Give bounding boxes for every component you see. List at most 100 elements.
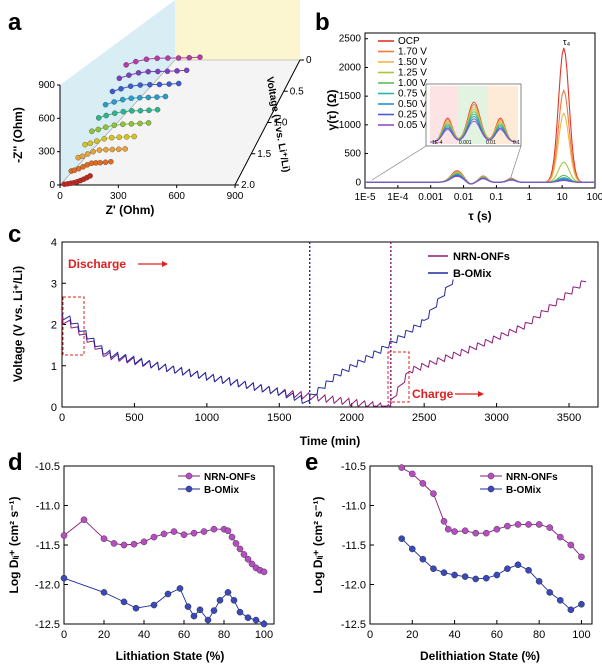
d-xlabel: Lithiation State (%) [116, 649, 225, 663]
b-ytick-label: 1000 [339, 120, 362, 131]
e-legend-label: NRN-ONFs [506, 472, 558, 483]
e-point [525, 521, 532, 528]
a-point [175, 55, 182, 61]
d-point [100, 589, 108, 596]
d-ytick-label: -12.0 [35, 580, 60, 592]
c-frame [61, 241, 599, 408]
a-point [128, 95, 134, 102]
panel-b-drt: 1E-5 1E-4 0.001 0.01 0.1 1 10 100 0 500 1000 1500 2… [325, 32, 602, 223]
b-inset-curve [429, 101, 519, 143]
b-inset-curve [429, 108, 519, 143]
a-point [108, 158, 114, 165]
a-ytick-label: 900 [38, 80, 55, 91]
e-legend-marker [487, 472, 495, 480]
e-point [493, 571, 501, 579]
c-ytick-label: 3 [51, 278, 57, 290]
e-series-line [401, 538, 582, 611]
panel-c-voltage-profile: 0 500 1000 1500 2000 2500 3000 3500 0 1 2 3 4 NRN-O… [11, 237, 599, 448]
d-point [228, 533, 236, 541]
panel-e-diffusion-delithiation: 0 20 40 60 80 100 -10.5 -11.0 -11.5 -12.0 -12.5 N… [311, 461, 593, 663]
d-point [120, 598, 128, 606]
e-xtick-label: 60 [491, 629, 503, 641]
a-point [145, 120, 152, 126]
panel-d-label: d [8, 449, 23, 476]
e-ytick-label: -10.5 [341, 461, 366, 473]
b-peak-label: τ₄ [563, 37, 571, 47]
e-ytick-label: -12.0 [341, 580, 366, 592]
a-point [85, 151, 91, 157]
a-ylabel: -Z'' (Ohm) [11, 107, 25, 163]
a-point [123, 134, 130, 140]
e-point [535, 578, 543, 585]
d-point [184, 603, 192, 610]
d-point [110, 540, 118, 547]
b-xtick-label: 0.01 [454, 192, 474, 203]
b-legend-label: 1.25 V [398, 68, 427, 79]
a-point [129, 108, 135, 114]
d-ytick-label: -10.5 [35, 461, 60, 473]
c-discharge-box [62, 296, 85, 356]
d-point [248, 560, 256, 568]
a-ytick-label: 0 [49, 180, 55, 191]
a-point [116, 134, 122, 140]
a-point [122, 146, 128, 152]
d-point [120, 541, 128, 549]
d-point [224, 527, 232, 535]
a-point [103, 146, 109, 153]
e-xlabel: Delithiation State (%) [420, 649, 540, 663]
e-xtick-label: 80 [533, 629, 545, 641]
a-point [155, 68, 161, 75]
e-point [398, 464, 406, 471]
a-point [116, 75, 123, 82]
d-point [210, 607, 218, 614]
b-xtick-label: 0.001 [418, 192, 443, 203]
a-point [137, 94, 143, 101]
e-point [472, 529, 480, 537]
a-point [154, 94, 160, 100]
d-point [164, 590, 172, 598]
e-point [482, 574, 490, 582]
d-point [132, 604, 140, 612]
a-point [175, 80, 182, 87]
d-ytick-label: -11.5 [36, 540, 60, 552]
a-point [102, 101, 109, 108]
d-xtick-label: 0 [61, 629, 67, 641]
e-point [440, 569, 448, 576]
b-inset-tick: 0.01 [486, 140, 496, 146]
d-point [190, 612, 198, 620]
e-point [430, 565, 437, 573]
c-ylabel: Voltage (V vs. Li⁺/Li) [11, 266, 25, 382]
e-point [514, 521, 522, 528]
a-point [154, 106, 161, 113]
d-ytick-label: -12.5 [35, 619, 60, 631]
a-point [128, 121, 135, 127]
d-legend-label: NRN-ONFs [204, 472, 256, 483]
b-legend-label: 0.05 V [398, 120, 427, 131]
a-point [137, 120, 143, 127]
a-point [96, 147, 103, 153]
c-xtick-label: 500 [125, 412, 143, 424]
e-ylabel: Log Dₗᵢ⁺ (cm² s⁻¹) [311, 496, 325, 593]
a-xtick-label: 300 [110, 191, 127, 202]
d-xtick-label: 40 [138, 629, 150, 641]
a-ztick-label: 1.0 [274, 118, 288, 129]
b-xtick-label: 1 [527, 192, 533, 203]
a-point [111, 99, 117, 105]
b-xtick-label: 100 [587, 192, 602, 203]
e-point [504, 565, 511, 573]
c-xtick-label: 0 [59, 412, 65, 424]
e-point [556, 533, 564, 541]
a-point [147, 81, 153, 88]
c-xtick-label: 1500 [267, 412, 291, 424]
a-point [116, 146, 122, 153]
a-ztick-label: 2.0 [241, 180, 255, 191]
e-point [535, 521, 543, 528]
a-point [82, 141, 88, 148]
c-xlabel: Time (min) [300, 434, 360, 448]
c-ytick-label: 2 [51, 320, 57, 332]
a-back-wall [175, 0, 300, 60]
b-inset-tick: 0.001 [459, 140, 472, 146]
e-legend-marker [487, 485, 495, 493]
c-ytick-label: 1 [51, 361, 57, 373]
b-inset-link-2 [509, 145, 522, 181]
